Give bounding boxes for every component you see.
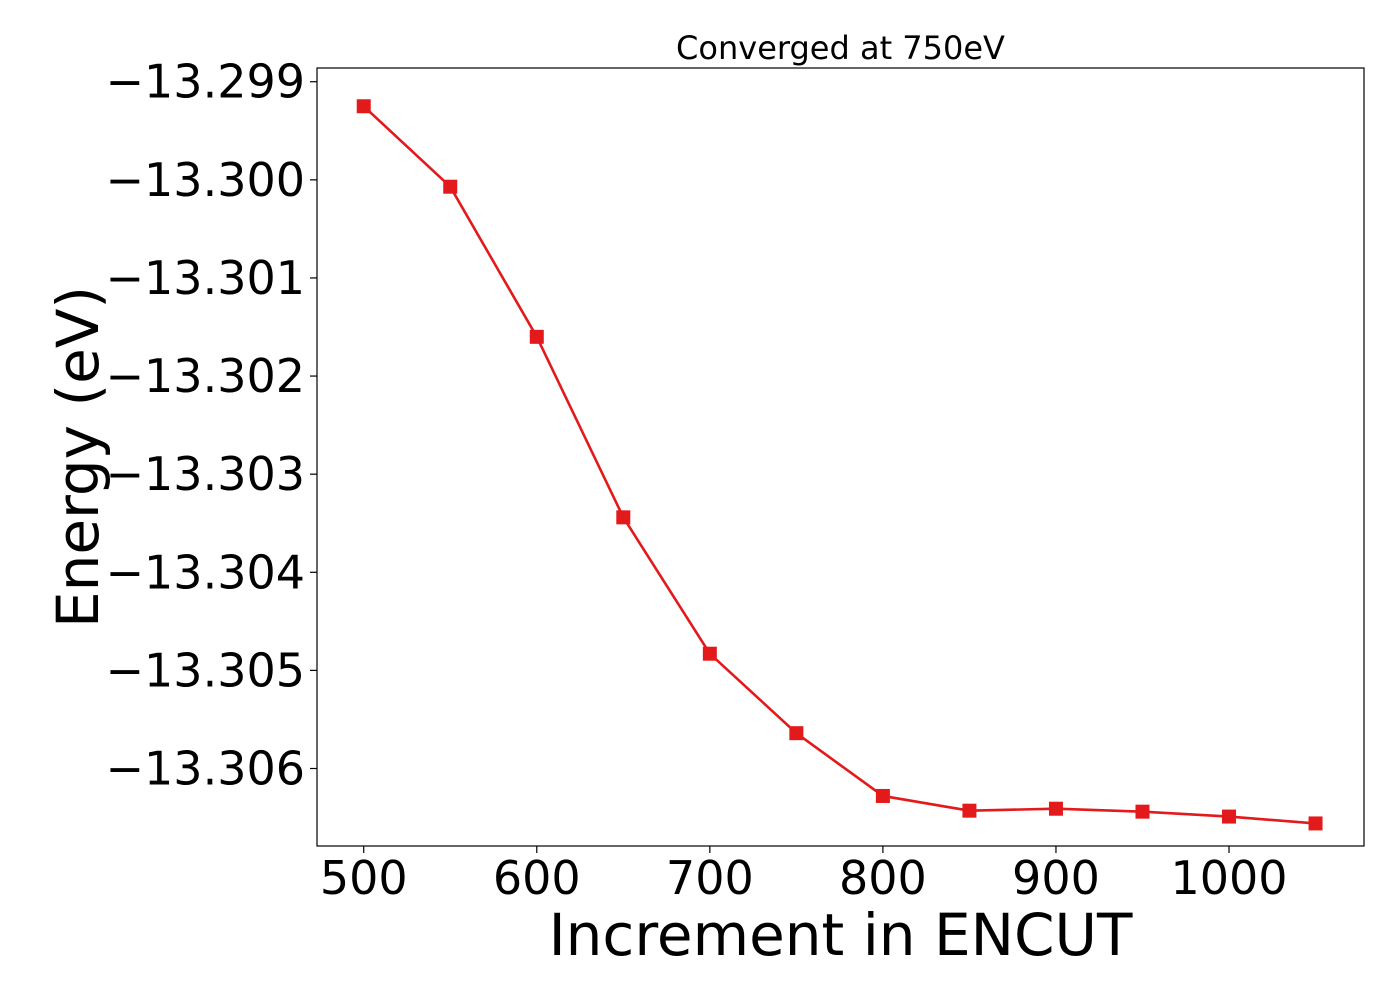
x-tick-label: 700 — [666, 851, 754, 905]
data-point-marker — [356, 99, 371, 114]
data-point-marker — [702, 646, 717, 661]
x-tick-label: 500 — [320, 851, 408, 905]
series-line — [362, 105, 1316, 825]
data-point-marker — [1135, 804, 1150, 819]
x-tick-label: 800 — [839, 851, 927, 905]
y-tick-label: −13.299 — [106, 55, 306, 109]
axes-frame — [316, 67, 1365, 847]
data-point-marker — [789, 726, 804, 741]
data-point-marker — [875, 788, 890, 803]
y-tick-label: −13.304 — [106, 545, 306, 599]
data-point-marker — [962, 803, 977, 818]
x-tick-label: 600 — [493, 851, 581, 905]
x-tick-label: 1000 — [1170, 851, 1287, 905]
y-tick-label: −13.300 — [106, 153, 306, 207]
y-tick-label: −13.306 — [106, 741, 306, 795]
y-tick-label: −13.302 — [106, 349, 306, 403]
y-tick-label: −13.303 — [106, 447, 306, 501]
data-point-marker — [616, 510, 631, 525]
data-point-marker — [1048, 801, 1063, 816]
chart-title: Converged at 750eV — [676, 29, 1005, 67]
data-point-marker — [443, 179, 458, 194]
x-axis: 500 600 700 800 900 1000 — [320, 846, 1288, 905]
data-point-marker — [1308, 816, 1323, 831]
y-axis-title: Energy (eV) — [44, 286, 112, 628]
x-tick-label: 900 — [1012, 851, 1100, 905]
y-tick-label: −13.305 — [106, 643, 306, 697]
y-axis: −13.299 −13.300 −13.301 −13.302 −13.303 −13.3… — [106, 55, 317, 795]
data-point-marker — [529, 329, 544, 344]
data-point-marker — [1222, 809, 1237, 824]
x-axis-title: Increment in ENCUT — [549, 901, 1133, 969]
plot-area — [356, 99, 1323, 831]
y-tick-label: −13.301 — [106, 251, 306, 305]
